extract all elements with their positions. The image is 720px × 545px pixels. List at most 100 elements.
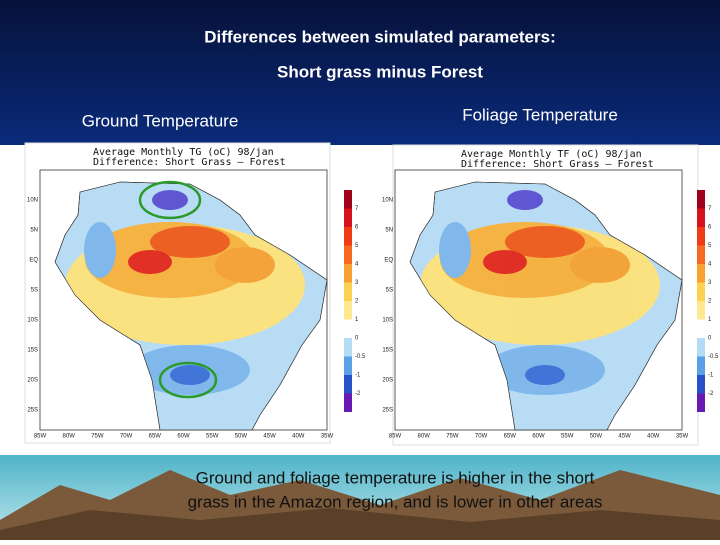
lon-label: 85W bbox=[34, 434, 47, 440]
colorbar-label: 2 bbox=[355, 299, 359, 305]
colorbar-label: -1 bbox=[708, 373, 714, 379]
lat-label: 20S bbox=[382, 378, 393, 384]
colorbar-swatch bbox=[344, 301, 352, 320]
map-panel: Average Monthly TG (oC) 98/janDifference… bbox=[24, 142, 366, 444]
colorbar-label: 3 bbox=[355, 280, 359, 286]
colorbar-label: 3 bbox=[708, 280, 712, 286]
lat-label: 5S bbox=[386, 288, 393, 294]
lon-label: 60W bbox=[177, 434, 190, 440]
map-title: Average Monthly TF (oC) 98/jan bbox=[461, 149, 642, 160]
colorbar-swatch bbox=[344, 282, 352, 301]
colorbar-label: -0.5 bbox=[355, 354, 366, 360]
map-subtitle: Difference: Short Grass – Forest bbox=[461, 159, 654, 170]
colorbar-swatch bbox=[344, 319, 352, 338]
colorbar-label: 6 bbox=[708, 225, 712, 231]
highlight-circle bbox=[138, 180, 202, 220]
colorbar-swatch bbox=[344, 338, 352, 357]
lat-label: 25S bbox=[382, 408, 393, 414]
lat-label: 10N bbox=[27, 198, 38, 204]
colorbar-swatch bbox=[697, 301, 705, 320]
lon-label: 50W bbox=[590, 434, 603, 440]
colorbar-swatch bbox=[344, 245, 352, 264]
lat-label: 25S bbox=[27, 408, 38, 414]
map-panel: Average Monthly TF (oC) 98/janDifference… bbox=[382, 144, 719, 446]
colorbar-label: 5 bbox=[355, 243, 359, 249]
lon-label: 55W bbox=[561, 434, 574, 440]
lat-label: 10S bbox=[27, 318, 38, 324]
caption-line: grass in the Amazon region, and is lower… bbox=[188, 492, 603, 511]
map bbox=[39, 169, 328, 431]
colorbar-swatch bbox=[344, 190, 352, 209]
panel-label: Ground Temperature bbox=[82, 111, 239, 130]
colorbar-swatch bbox=[697, 264, 705, 283]
lon-label: 45W bbox=[263, 434, 276, 440]
colorbar-label: 0 bbox=[355, 336, 359, 342]
colorbar-label: 4 bbox=[708, 262, 712, 268]
lon-label: 70W bbox=[475, 434, 488, 440]
lon-label: 45W bbox=[618, 434, 631, 440]
colorbar-label: -2 bbox=[355, 391, 361, 397]
colorbar-label: -2 bbox=[708, 391, 714, 397]
colorbar-label: 1 bbox=[355, 317, 359, 323]
lat-label: 10N bbox=[382, 198, 393, 204]
colorbar-swatch bbox=[697, 245, 705, 264]
colorbar-swatch bbox=[697, 356, 705, 375]
header-band bbox=[0, 0, 720, 145]
colorbar-swatch bbox=[344, 208, 352, 227]
lon-label: 55W bbox=[206, 434, 219, 440]
lon-label: 75W bbox=[446, 434, 459, 440]
lat-label: 10S bbox=[382, 318, 393, 324]
colorbar-label: 2 bbox=[708, 299, 712, 305]
colorbar-swatch bbox=[697, 393, 705, 412]
lon-label: 60W bbox=[532, 434, 545, 440]
lon-label: 40W bbox=[292, 434, 305, 440]
lat-label: EQ bbox=[29, 258, 38, 264]
lon-label: 40W bbox=[647, 434, 660, 440]
map-subtitle: Difference: Short Grass – Forest bbox=[93, 157, 286, 168]
colorbar-swatch bbox=[697, 227, 705, 246]
colorbar-swatch bbox=[344, 264, 352, 283]
colorbar-swatch bbox=[344, 227, 352, 246]
colorbar-label: 4 bbox=[355, 262, 359, 268]
lon-label: 75W bbox=[91, 434, 104, 440]
lat-label: 15S bbox=[382, 348, 393, 354]
colorbar-swatch bbox=[697, 190, 705, 209]
lat-label: 20S bbox=[27, 378, 38, 384]
colorbar-swatch bbox=[344, 356, 352, 375]
highlight-circle bbox=[158, 361, 218, 399]
colorbar-label: -1 bbox=[355, 373, 361, 379]
map-title: Average Monthly TG (oC) 98/jan bbox=[93, 147, 274, 158]
lat-label: 5N bbox=[30, 228, 38, 234]
colorbar-swatch bbox=[344, 393, 352, 412]
colorbar-label: 0 bbox=[708, 336, 712, 342]
lon-label: 65W bbox=[504, 434, 517, 440]
panel-label: Foliage Temperature bbox=[462, 105, 618, 124]
lat-label: 5S bbox=[31, 288, 38, 294]
colorbar-swatch bbox=[697, 208, 705, 227]
colorbar-label: 7 bbox=[708, 206, 712, 212]
colorbar-swatch bbox=[697, 338, 705, 357]
lat-label: 15S bbox=[27, 348, 38, 354]
slide-title: Differences between simulated parameters… bbox=[204, 27, 555, 46]
colorbar-label: -0.5 bbox=[708, 354, 719, 360]
lon-label: 35W bbox=[321, 434, 334, 440]
lon-label: 50W bbox=[235, 434, 248, 440]
lon-label: 80W bbox=[63, 434, 76, 440]
foothills bbox=[0, 508, 720, 540]
lon-label: 80W bbox=[418, 434, 431, 440]
colorbar-swatch bbox=[697, 319, 705, 338]
colorbar-label: 7 bbox=[355, 206, 359, 212]
colorbar-label: 5 bbox=[708, 243, 712, 249]
lat-label: 5N bbox=[385, 228, 393, 234]
colorbar-label: 1 bbox=[708, 317, 712, 323]
colorbar-swatch bbox=[697, 282, 705, 301]
colorbar-swatch bbox=[697, 375, 705, 394]
slide-subtitle: Short grass minus Forest bbox=[277, 62, 483, 81]
colorbar-label: 6 bbox=[355, 225, 359, 231]
lat-label: EQ bbox=[384, 258, 393, 264]
lon-label: 85W bbox=[389, 434, 402, 440]
map bbox=[394, 169, 683, 431]
colorbar-swatch bbox=[344, 375, 352, 394]
lon-label: 70W bbox=[120, 434, 133, 440]
